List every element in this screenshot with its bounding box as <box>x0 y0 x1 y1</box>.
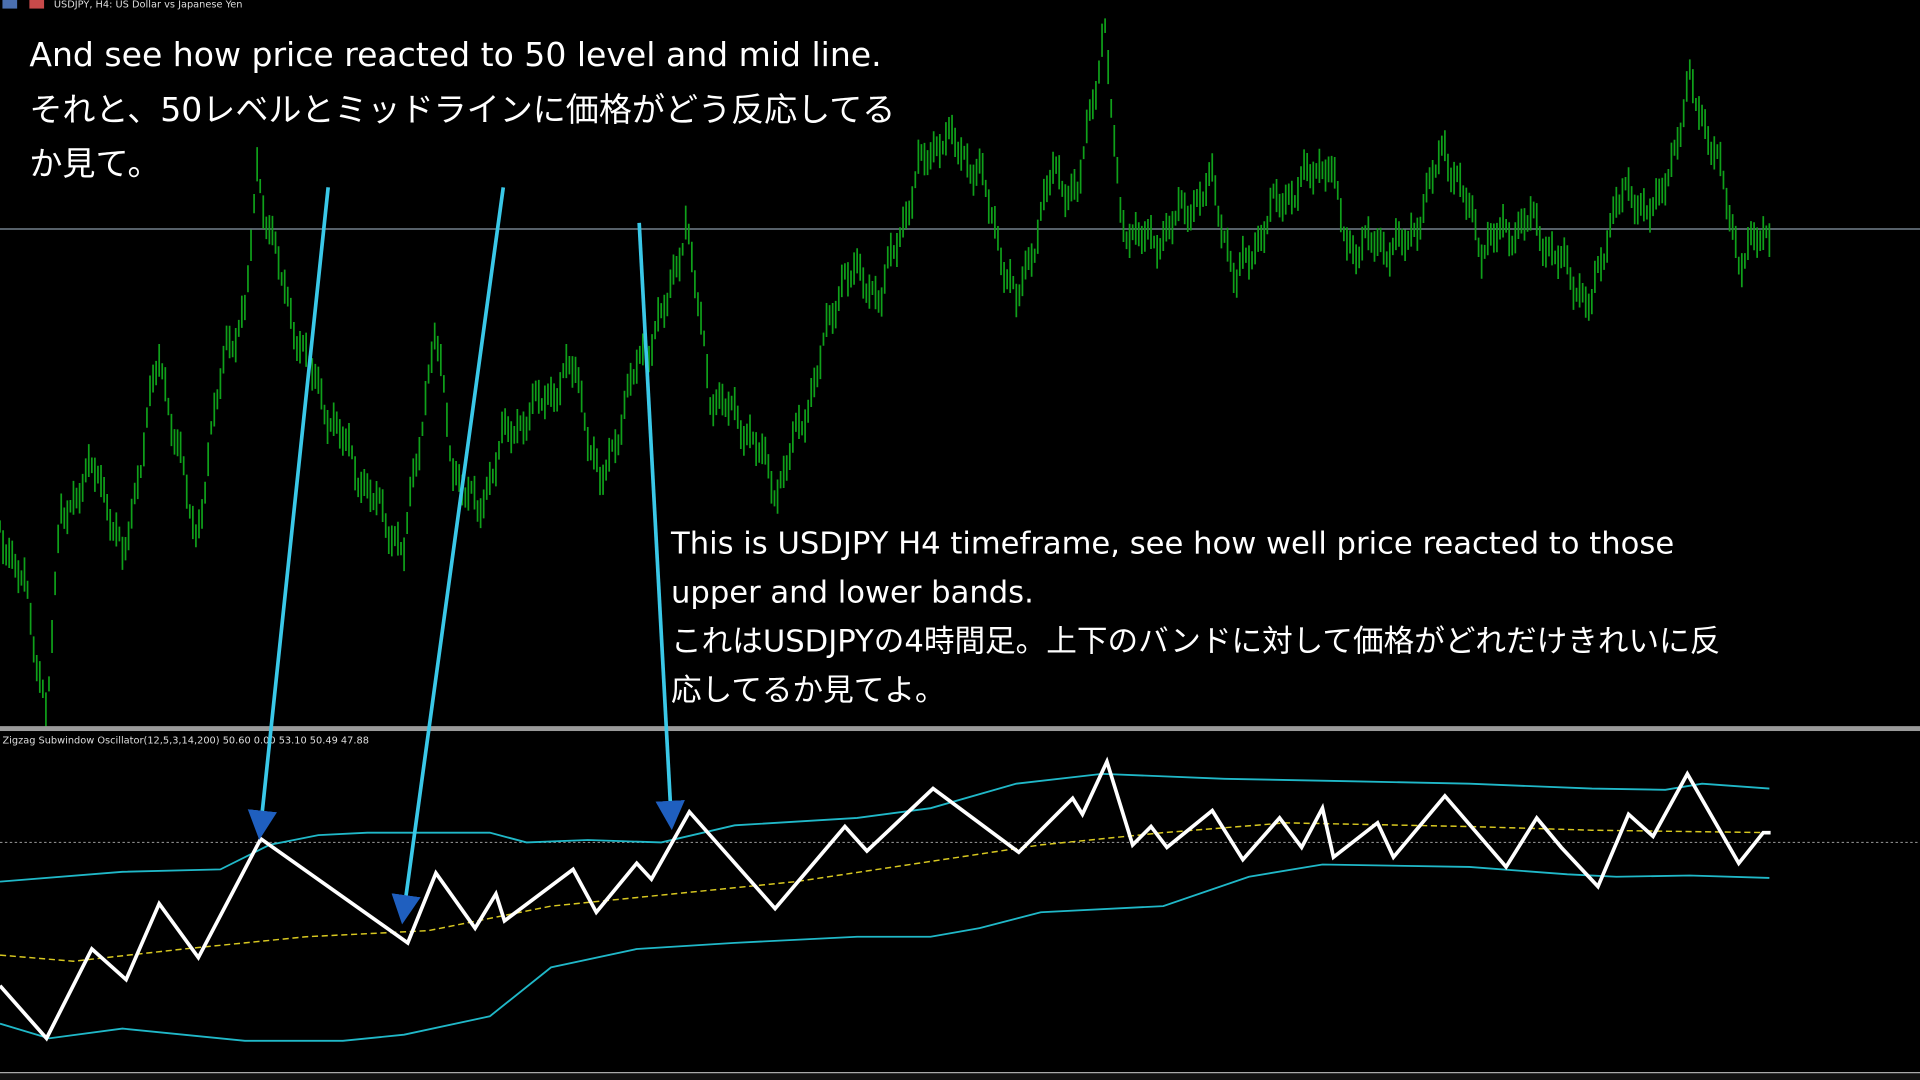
annotation-line: それと、50レベルとミッドラインに価格がどう反応してる <box>29 90 895 129</box>
indicator-label: Zigzag Subwindow Oscillator(12,5,3,14,20… <box>2 735 368 746</box>
arrow <box>637 222 685 831</box>
lower-band <box>0 863 1770 1042</box>
oscillator <box>0 756 1771 1042</box>
annotation-line: upper and lower bands. <box>671 575 1034 610</box>
window-title: USDJPY, H4: US Dollar vs Japanese Yen <box>54 0 243 10</box>
annotation-line: This is USDJPY H4 timeframe, see how wel… <box>670 526 1674 561</box>
arrow <box>247 187 330 840</box>
annotation: This is USDJPY H4 timeframe, see how wel… <box>670 526 1720 708</box>
price-chart <box>0 18 1771 727</box>
annotation-line: 応してるか見てよ。 <box>671 673 946 708</box>
arrow <box>391 187 506 925</box>
annotation-line: And see how price reacted to 50 level an… <box>29 35 881 74</box>
window-icon <box>2 0 18 9</box>
zigzag-line <box>0 756 1771 1042</box>
subwindow-separator <box>0 726 1920 732</box>
annotation-line: これはUSDJPYの4時間足。上下のバンドに対して価格がどれだけきれいに反 <box>671 624 1720 659</box>
annotation-line: か見て。 <box>29 144 160 183</box>
chart-icon <box>29 0 45 9</box>
price-bars <box>0 18 1771 727</box>
time-axis <box>0 1072 1920 1080</box>
mid-band <box>0 822 1770 962</box>
upper-band <box>0 772 1770 883</box>
arrows <box>247 187 685 925</box>
annotation: And see how price reacted to 50 level an… <box>29 35 895 183</box>
